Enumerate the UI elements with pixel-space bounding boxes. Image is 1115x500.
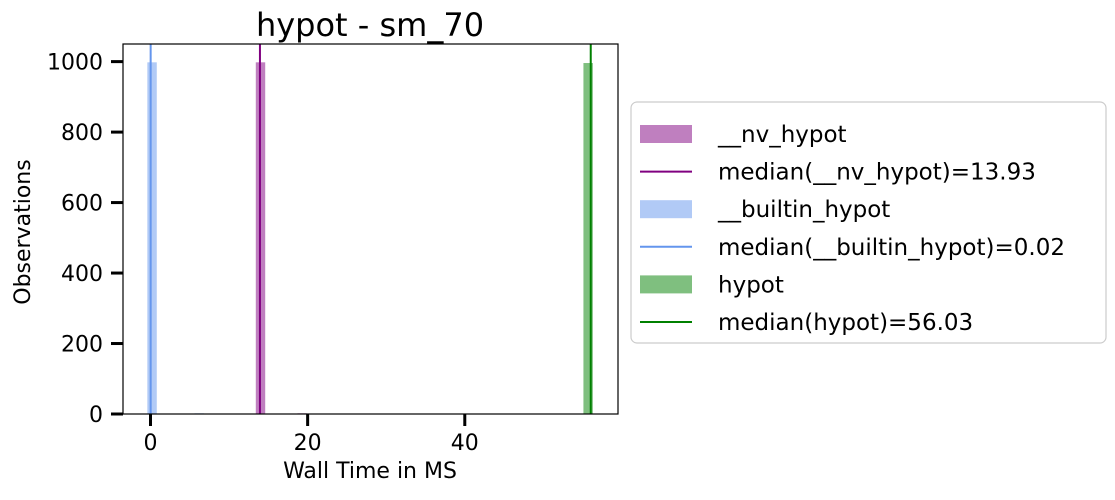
x-tick-label: 40 — [451, 431, 479, 456]
y-axis: 0 200 400 600 800 1000 — [47, 51, 123, 428]
legend-label: median(__nv_hypot)=13.93 — [718, 160, 1036, 186]
legend-label: hypot — [718, 272, 784, 298]
legend-label: __nv_hypot — [717, 122, 847, 148]
x-tick-label: 20 — [294, 431, 322, 456]
legend-swatch-patch — [640, 275, 692, 294]
chart-title: hypot - sm_70 — [256, 6, 484, 44]
y-axis-label: Observations — [11, 159, 36, 304]
y-tick-label: 600 — [61, 192, 103, 217]
legend-label: __builtin_hypot — [717, 197, 890, 223]
y-tick-label: 1000 — [47, 51, 103, 76]
legend-label: median(__builtin_hypot)=0.02 — [718, 235, 1065, 261]
y-tick-label: 200 — [61, 333, 103, 358]
x-axis: 0 20 40 — [144, 414, 479, 456]
y-tick-label: 0 — [89, 403, 103, 428]
hist-bar-builtinhypot-0 — [147, 62, 157, 414]
hist-bar-hypot-0 — [583, 63, 593, 415]
plot-frame — [122, 43, 619, 415]
legend-items: __nv_hypot median(__nv_hypot)=13.93 __buil… — [640, 122, 1065, 336]
legend-label: median(hypot)=56.03 — [718, 310, 973, 336]
x-axis-label: Wall Time in MS — [283, 459, 457, 484]
legend: __nv_hypot median(__nv_hypot)=13.93 __buil… — [630, 101, 1107, 344]
y-tick-label: 400 — [61, 262, 103, 287]
x-tick-label: 0 — [144, 431, 158, 456]
legend-swatch-patch — [640, 200, 692, 219]
y-tick-label: 800 — [61, 121, 103, 146]
legend-box — [630, 101, 1107, 344]
plot-area — [147, 44, 593, 415]
legend-swatch-patch — [640, 125, 692, 143]
